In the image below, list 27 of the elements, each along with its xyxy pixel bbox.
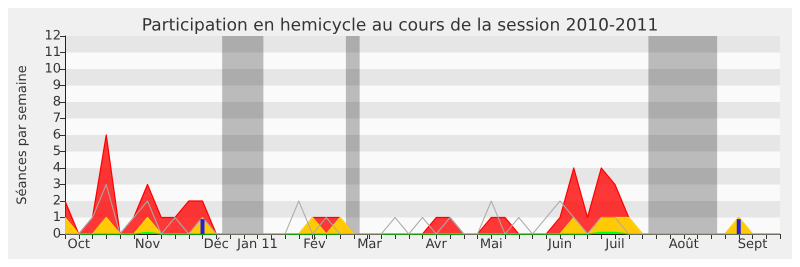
- y-tick-label: 6: [52, 128, 61, 142]
- y-tick-label: 12: [44, 28, 61, 44]
- y-tick-label: 0: [52, 226, 61, 242]
- y-tick-label: 1: [52, 210, 61, 225]
- y-tick-label: 5: [52, 144, 61, 159]
- x-tick-label: Avr: [426, 237, 448, 252]
- y-tick-label: 11: [44, 45, 61, 60]
- y-tick-label: 2: [52, 194, 61, 208]
- x-tick-label: Fév: [303, 237, 326, 252]
- x-tick-label: Oct: [68, 237, 90, 252]
- x-tick-label: Jan 11: [236, 237, 278, 252]
- x-tick-label: Août: [668, 237, 699, 252]
- chart-title: Participation en hemicycle au cours de la session 2010-2011: [142, 16, 658, 36]
- x-tick-label: Mai: [480, 237, 503, 252]
- y-tick-label: 7: [52, 111, 61, 126]
- x-tick-label: Nov: [134, 237, 160, 252]
- x-tick-label: Déc: [204, 237, 229, 252]
- y-tick-label: 9: [52, 78, 61, 93]
- x-tick-label: Mar: [357, 237, 382, 252]
- y-tick-label: 10: [44, 62, 61, 76]
- y-axis-title: Séances par semaine: [15, 65, 30, 205]
- y-tick-label: 3: [52, 177, 61, 192]
- x-tick-label: Juin: [547, 237, 572, 252]
- y-tick-label: 4: [52, 160, 61, 176]
- x-tick-label: Sept: [738, 237, 768, 252]
- y-tick-label: 8: [52, 94, 61, 110]
- x-tick-label: Juil: [604, 237, 625, 252]
